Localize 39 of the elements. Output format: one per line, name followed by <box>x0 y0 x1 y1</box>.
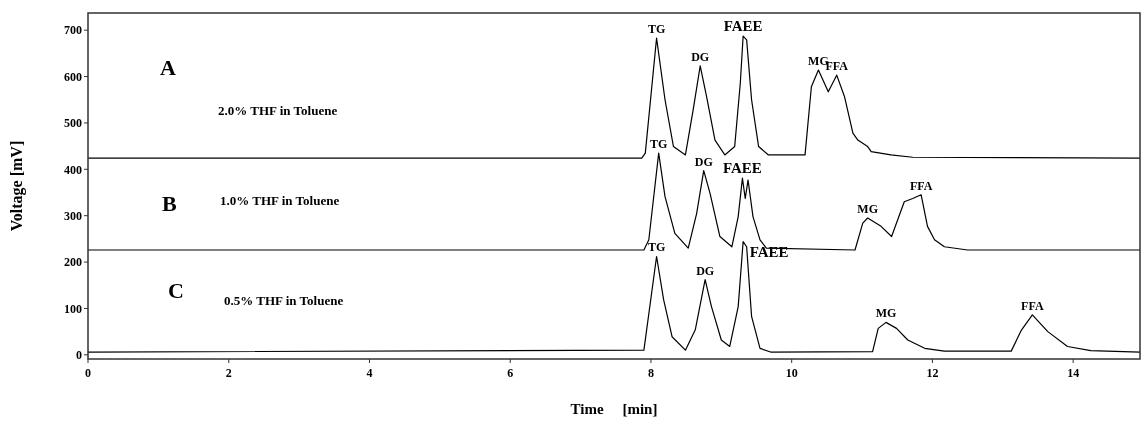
annotation: TG <box>647 22 666 37</box>
annotation: TG <box>647 240 666 255</box>
y-tick-label: 200 <box>64 255 82 270</box>
y-tick-label: 400 <box>64 162 82 177</box>
annotation: DG <box>694 154 713 169</box>
annotation: DG <box>691 49 710 64</box>
annotation: 0.5% THF in Toluene <box>224 293 344 308</box>
x-tick-label: 10 <box>785 366 798 380</box>
annotation: B <box>162 191 177 216</box>
annotation: 2.0% THF in Toluene <box>218 103 338 118</box>
annotation: MG <box>857 202 879 216</box>
y-tick-label: 500 <box>64 116 82 131</box>
annotation: FFA <box>1021 298 1044 313</box>
y-tick-label: 600 <box>64 69 82 84</box>
y-tick-label: 100 <box>64 301 82 316</box>
annotation: FAEE <box>722 160 762 177</box>
annotation: MG <box>875 306 897 321</box>
y-axis-title: Voltage [mV] <box>8 140 26 232</box>
x-tick-label: 4 <box>366 366 373 380</box>
annotation: A <box>160 55 176 80</box>
x-tick-label: 0 <box>85 366 91 380</box>
annotation: FFA <box>909 178 933 193</box>
y-tick-label: 0 <box>76 348 82 363</box>
annotation: TG <box>650 137 668 152</box>
annotation: FAEE <box>749 243 789 260</box>
annotation: FAEE <box>723 18 763 35</box>
annotation: 1.0% THF in Toluene <box>220 193 340 208</box>
x-tick-label: 14 <box>1067 366 1080 380</box>
annotation: C <box>168 278 184 303</box>
x-tick-label: 6 <box>507 366 514 380</box>
y-tick-label: 700 <box>64 23 82 38</box>
x-tick-label: 12 <box>926 366 939 380</box>
y-tick-label: 300 <box>64 208 82 223</box>
x-axis-title: Time [min] <box>570 401 658 417</box>
x-tick-label: 8 <box>647 366 654 380</box>
annotation: DG <box>696 263 715 278</box>
line-series <box>87 241 1141 353</box>
x-tick-label: 2 <box>225 366 232 380</box>
line-series <box>87 35 1141 159</box>
